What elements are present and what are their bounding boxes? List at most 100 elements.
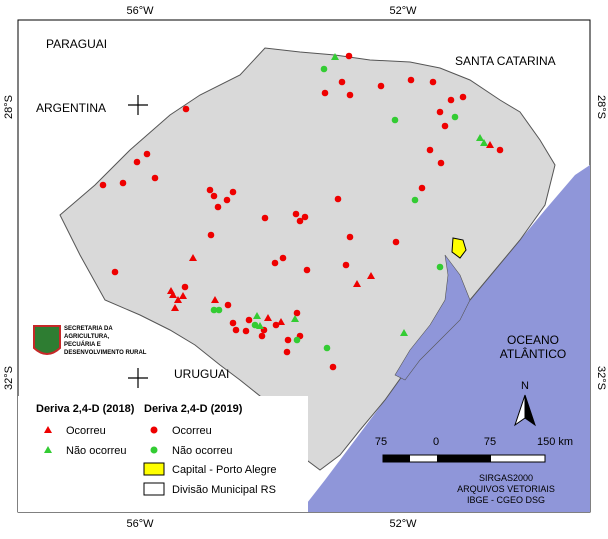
site — [441, 122, 449, 130]
site — [321, 89, 329, 97]
state-label: SANTA CATARINA — [455, 54, 556, 68]
site — [296, 217, 304, 225]
site — [436, 263, 444, 271]
site — [229, 188, 237, 196]
logo-shield — [33, 325, 61, 355]
site — [323, 344, 331, 352]
logo-text: AGRICULTURA, — [64, 334, 110, 340]
site — [284, 336, 292, 344]
site — [459, 93, 467, 101]
site — [367, 272, 375, 279]
site — [411, 196, 419, 204]
site — [329, 363, 337, 371]
site — [293, 336, 301, 344]
site — [283, 348, 291, 356]
site — [151, 174, 159, 182]
rs-state — [59, 47, 556, 471]
legend-symbol — [150, 446, 158, 454]
site — [331, 53, 339, 60]
site — [232, 326, 240, 334]
credit: ARQUIVOS VETORIAIS — [457, 484, 555, 494]
legend-title: Deriva 2,4-D (2018) — [36, 403, 135, 415]
porto-alegre — [451, 237, 467, 259]
site — [353, 280, 361, 287]
scale-label: 150 km — [537, 436, 573, 448]
site — [133, 158, 141, 166]
site — [292, 210, 300, 218]
country-label: URUGUAI — [174, 367, 229, 381]
site — [206, 186, 214, 194]
points — [99, 52, 504, 371]
site — [245, 316, 253, 324]
lagoa-dos-patos — [394, 254, 471, 381]
scale-bar: 75 0 75 150 km — [375, 436, 573, 463]
site — [229, 319, 237, 327]
site — [207, 231, 215, 239]
site — [334, 195, 342, 203]
site — [279, 254, 287, 262]
site — [476, 134, 484, 141]
legend-label: Não ocorreu — [66, 445, 127, 457]
site — [345, 52, 353, 60]
ocean-label: OCEANO — [507, 333, 559, 347]
site — [271, 259, 279, 267]
site — [210, 192, 218, 200]
site — [426, 146, 434, 154]
site — [182, 105, 190, 113]
lat-label: 32°S — [3, 366, 15, 390]
site — [261, 214, 269, 222]
site — [242, 327, 250, 335]
site — [346, 91, 354, 99]
logo: SECRETARIA DA AGRICULTURA, PECUÁRIA E DE… — [33, 325, 147, 356]
legend-label: Ocorreu — [172, 425, 212, 437]
site — [418, 184, 426, 192]
site — [169, 291, 177, 298]
site — [392, 238, 400, 246]
ocean — [300, 165, 590, 512]
logo-text: SECRETARIA DA — [64, 326, 113, 332]
site — [486, 141, 494, 148]
legend-label: Divisão Municipal RS — [172, 484, 276, 496]
site — [171, 304, 179, 311]
site — [496, 146, 504, 154]
lon-label: 52°W — [389, 518, 417, 530]
legend-symbol — [44, 426, 52, 433]
site — [303, 266, 311, 274]
site — [293, 309, 301, 317]
logo-text: DESENVOLVIMENTO RURAL — [64, 350, 147, 356]
scale-label: 75 — [484, 436, 496, 448]
site — [407, 76, 415, 84]
site — [338, 78, 346, 86]
north-label: N — [521, 380, 529, 392]
site — [436, 108, 444, 116]
site — [179, 292, 187, 299]
arrow-half — [524, 394, 536, 427]
legend-label: Capital - Porto Alegre — [172, 464, 277, 476]
site — [223, 196, 231, 204]
site — [429, 78, 437, 86]
site — [111, 268, 119, 276]
legend-symbol — [143, 482, 165, 496]
site — [451, 113, 459, 121]
scale-label: 75 — [375, 436, 387, 448]
site — [258, 332, 266, 340]
site — [174, 296, 182, 303]
site — [119, 179, 127, 187]
site — [480, 139, 488, 146]
site — [214, 203, 222, 211]
north-arrow: N — [514, 380, 536, 427]
logo-text: PECUÁRIA E — [64, 341, 101, 348]
legend-symbol — [150, 426, 158, 434]
site — [400, 329, 408, 336]
site — [342, 261, 350, 269]
country-label: ARGENTINA — [36, 101, 106, 115]
scale-seg — [383, 455, 410, 462]
lat-label: 28°S — [3, 95, 15, 119]
lon-label: 56°W — [126, 5, 154, 17]
site — [189, 254, 197, 261]
lon-label: 56°W — [126, 518, 154, 530]
site — [99, 181, 107, 189]
lat-label: 32°S — [595, 366, 607, 390]
credit: SIRGAS2000 — [479, 473, 533, 483]
site — [211, 296, 219, 303]
